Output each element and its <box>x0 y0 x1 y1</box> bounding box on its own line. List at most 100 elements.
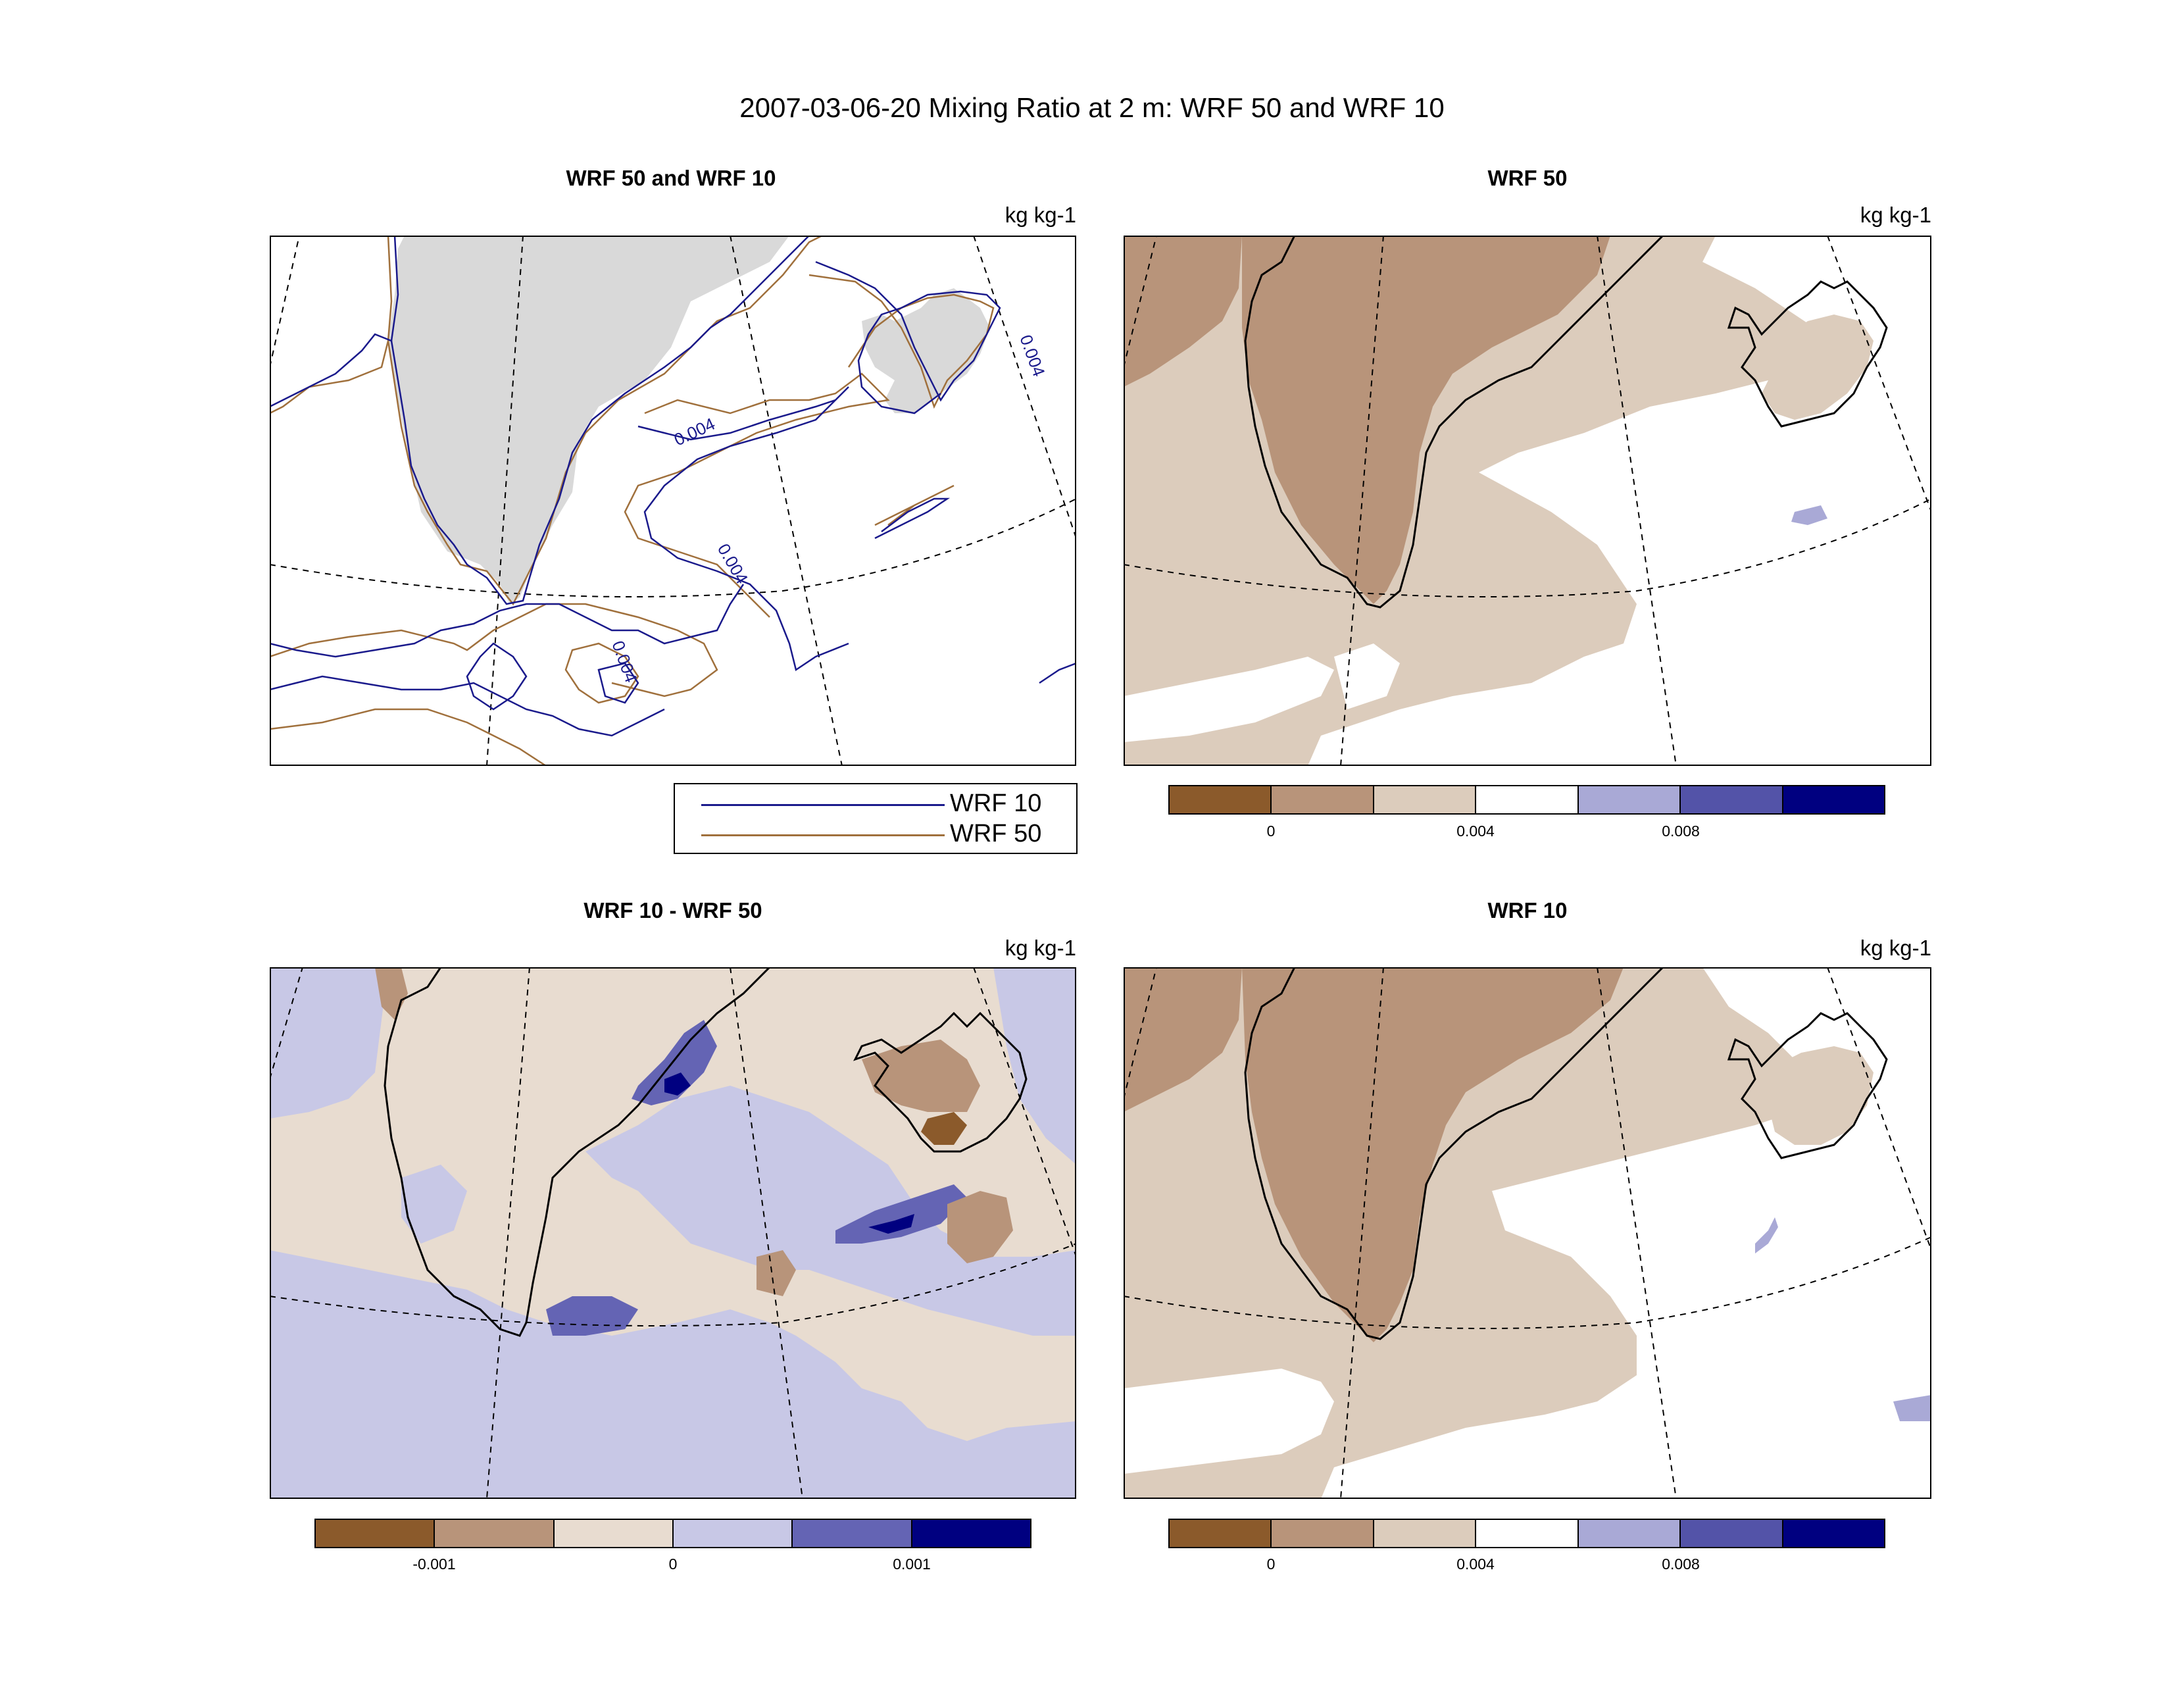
contour-label: 0.004 <box>1016 332 1049 379</box>
map-panel-diff <box>270 967 1076 1499</box>
graticule <box>1124 236 1931 766</box>
colorbar-cell <box>554 1520 674 1547</box>
light-blue-central <box>585 1086 1076 1336</box>
contour-label: 0.004 <box>608 638 641 685</box>
dark-tan-greenland <box>1242 967 1624 1342</box>
panel-title-wrf10: WRF 10 <box>1487 898 1568 922</box>
iceland-coast <box>1727 1012 1888 1159</box>
iceland-land <box>862 288 990 413</box>
white-region-east <box>1308 236 1931 766</box>
blue-streak-1 <box>632 1020 717 1105</box>
coastline <box>1244 236 1664 609</box>
small-blue-patch <box>1791 505 1827 525</box>
figure-title: 2007-03-06-20 Mixing Ratio at 2 m: WRF 5… <box>739 92 1445 123</box>
colorbar-diff <box>314 1519 1031 1548</box>
legend-line-wrf10 <box>701 804 945 806</box>
dark-blue-core-1 <box>664 1073 691 1096</box>
colorbar-tick-label: -0.001 <box>412 1555 456 1573</box>
colorbar-tick-label: 0 <box>1266 1555 1276 1573</box>
map-panel-compare: 0.004 0.004 0.004 0.004 <box>270 236 1076 766</box>
legend-label-wrf10: WRF 10 <box>950 790 1042 817</box>
legend-item-wrf10: WRF 10 <box>701 790 1050 819</box>
panel-title-diff: WRF 10 - WRF 50 <box>583 898 762 922</box>
colorbar-cell <box>673 1520 793 1547</box>
colorbar-cell <box>1681 1520 1783 1547</box>
light-blue-south <box>270 1250 1076 1499</box>
colorbar-wrf50 <box>1168 785 1885 815</box>
iceland-coast <box>853 1011 1028 1153</box>
colorbar-tick-label: 0.004 <box>1456 1555 1495 1573</box>
colorbar-cell <box>793 1520 912 1547</box>
dark-tan-west <box>1124 236 1242 387</box>
white-region-east <box>1321 967 1931 1499</box>
colorbar-cell <box>1170 1520 1272 1547</box>
colorbar-cell <box>1783 1520 1884 1547</box>
colorbar-cell <box>1374 786 1477 813</box>
iceland-coast <box>1727 280 1888 428</box>
colorbar-tick-label: 0.008 <box>1662 822 1700 840</box>
colorbar-tick-label: 0 <box>668 1555 678 1573</box>
greenland-land <box>388 236 789 604</box>
colorbar-tick-label: 0 <box>1266 822 1276 840</box>
colorbar-cell <box>1272 1520 1374 1547</box>
coastline <box>1244 967 1664 1340</box>
light-blue-mid <box>401 1165 467 1244</box>
dark-blue-core-2 <box>868 1214 914 1234</box>
panel-title-wrf50: WRF 50 <box>1487 166 1568 190</box>
coastline <box>384 967 771 1337</box>
colorbar-tick-label: 0.001 <box>893 1555 931 1573</box>
wrf50-field-map <box>1124 236 1931 766</box>
light-blue-west <box>270 967 388 1119</box>
legend-line-wrf50 <box>701 834 945 836</box>
legend-label-wrf50: WRF 50 <box>950 820 1042 847</box>
dark-tan-west <box>1124 967 1242 1112</box>
iceland-fill <box>1768 1046 1874 1145</box>
colorbar-cell <box>1476 786 1579 813</box>
colorbar-cell <box>1578 1520 1681 1547</box>
graticule <box>270 967 1076 1499</box>
white-region-south <box>1124 1369 1334 1474</box>
wrf10-field-map <box>1124 967 1931 1499</box>
colorbar-tick-label: 0.008 <box>1662 1555 1700 1573</box>
units-label-wrf10: kg kg-1 <box>1860 936 1931 960</box>
panel-title-compare: WRF 50 and WRF 10 <box>566 166 776 190</box>
dark-tan-greenland <box>1242 236 1610 604</box>
colorbar-cell <box>912 1520 1030 1547</box>
blue-arc <box>1755 1217 1778 1253</box>
colorbar-tick-label: 0.004 <box>1456 822 1495 840</box>
tan-east-band <box>1518 236 1716 380</box>
colorbar-wrf10 <box>1168 1519 1885 1548</box>
contour-label: 0.004 <box>714 540 753 587</box>
colorbar-cell <box>1783 786 1884 813</box>
contour-label: 0.004 <box>671 414 718 450</box>
light-blue-east <box>993 967 1076 1165</box>
tan-south-strip <box>1124 1461 1321 1499</box>
units-label-compare: kg kg-1 <box>1005 203 1076 227</box>
tan-patch-east <box>947 1191 1013 1263</box>
units-label-diff: kg kg-1 <box>1005 936 1076 960</box>
legend-item-wrf50: WRF 50 <box>701 820 1050 849</box>
colorbar-cell <box>1681 786 1783 813</box>
contour-map: 0.004 0.004 0.004 0.004 <box>270 236 1076 766</box>
tan-patch-iceland <box>862 1040 980 1112</box>
map-panel-wrf50 <box>1124 236 1931 766</box>
iceland-fill <box>1762 315 1874 420</box>
graticule <box>270 236 1076 766</box>
white-region-south <box>1124 657 1334 742</box>
colorbar-cell <box>1578 786 1681 813</box>
line-legend: WRF 10 WRF 50 <box>674 783 1078 854</box>
blue-streak-2 <box>835 1184 967 1244</box>
colorbar-cell <box>1272 786 1374 813</box>
white-region-south2 <box>1334 644 1400 709</box>
colorbar-cell <box>1374 1520 1477 1547</box>
colorbar-cell <box>1170 786 1272 813</box>
blue-patch-east <box>1893 1395 1931 1421</box>
tan-patch-south <box>757 1250 796 1296</box>
colorbar-cell <box>1476 1520 1579 1547</box>
wrf10-contours <box>270 236 1076 737</box>
difference-field-map <box>270 967 1076 1499</box>
colorbar-cell <box>435 1520 555 1547</box>
units-label-wrf50: kg kg-1 <box>1860 203 1931 227</box>
brown-patch-iceland <box>921 1112 967 1145</box>
colorbar-cell <box>316 1520 435 1547</box>
